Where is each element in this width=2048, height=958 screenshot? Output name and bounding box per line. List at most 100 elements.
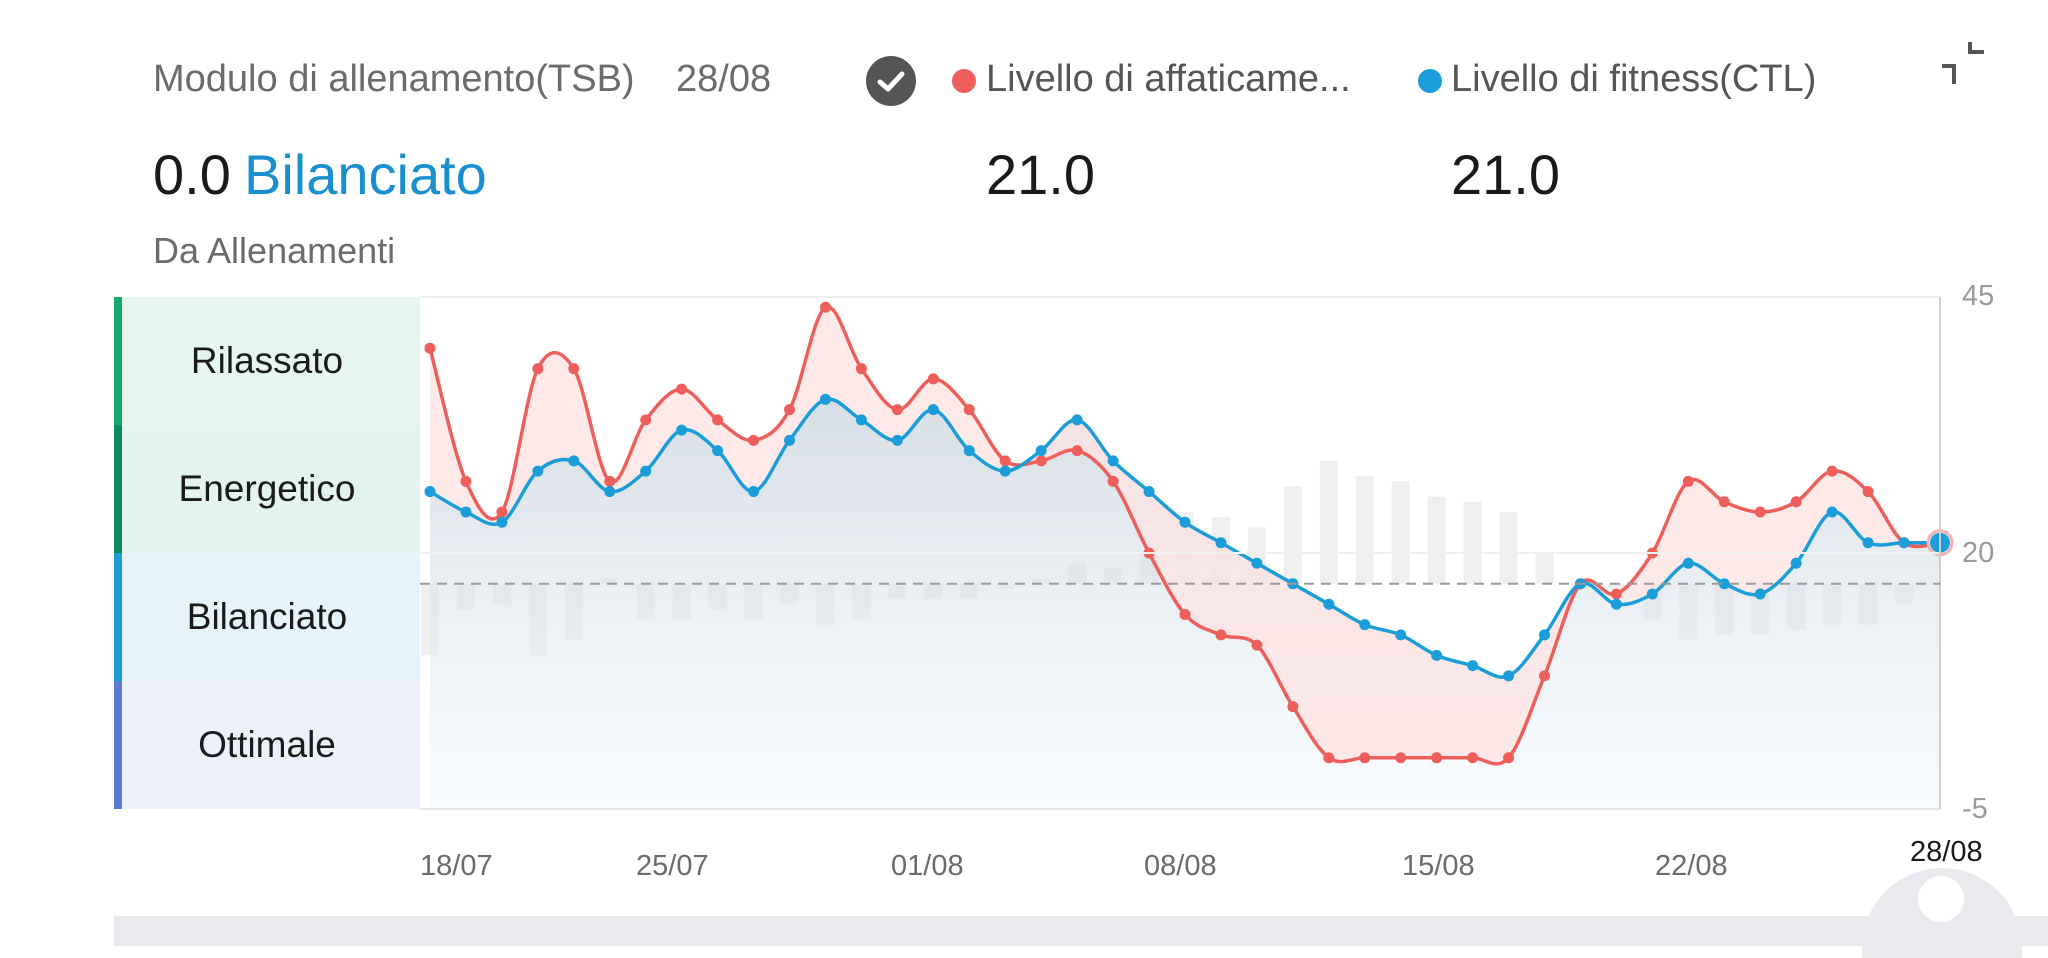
fitness-point (748, 486, 760, 498)
x-tick-label: 01/08 (891, 850, 964, 882)
fitness-point (1395, 629, 1407, 641)
header-date: 28/08 (676, 58, 772, 100)
x-tick-label: 15/08 (1402, 850, 1475, 882)
tsb-bar (1319, 460, 1338, 584)
fatigue-point (676, 383, 688, 395)
fitness-point (1610, 598, 1622, 610)
y-tick-label: 20 (1962, 537, 1995, 569)
fatigue-point (1395, 752, 1407, 764)
fitness-point (604, 486, 616, 498)
fatigue-point (1467, 752, 1479, 764)
fitness-value: 21.0 (1451, 143, 1560, 206)
tsb-bar (1355, 476, 1374, 584)
tsb-bar (1607, 583, 1626, 589)
source-label: Da Allenamenti (153, 230, 396, 271)
zone-bar-rilassato (114, 297, 122, 425)
timeline-handle[interactable] (1918, 876, 1964, 922)
zone-label-ottimale: Ottimale (198, 724, 336, 765)
fitness-point (1646, 588, 1658, 600)
fatigue-point (1503, 752, 1515, 764)
x-tick-label: 22/08 (1655, 850, 1728, 882)
fatigue-point (1718, 496, 1730, 508)
fatigue-legend-label[interactable]: Livello di affaticame... (986, 58, 1351, 100)
fitness-point (532, 465, 544, 477)
timeline-track[interactable] (114, 916, 2048, 946)
fatigue-point (1431, 752, 1443, 764)
fitness-point (1359, 619, 1371, 631)
fitness-point (712, 445, 724, 457)
fitness-point (1754, 588, 1766, 600)
fitness-point (424, 486, 436, 498)
fitness-point (1898, 537, 1910, 549)
fitness-legend-dot (1418, 69, 1442, 93)
fitness-point (1179, 516, 1191, 528)
fatigue-point (1790, 496, 1802, 508)
fitness-point (1323, 598, 1335, 610)
fatigue-point (712, 414, 724, 426)
fitness-point (1107, 455, 1119, 467)
fatigue-point (568, 363, 580, 375)
tsb-bar (1535, 553, 1554, 584)
fitness-point (1467, 660, 1479, 672)
fatigue-point (1287, 701, 1299, 713)
fatigue-value: 21.0 (986, 143, 1095, 206)
fitness-point (855, 414, 867, 426)
fatigue-point (891, 404, 903, 416)
tsb-value: 0.0 (153, 143, 231, 206)
fatigue-point (604, 475, 616, 487)
zone-bg-bilanciato (114, 553, 420, 681)
fatigue-point (1035, 455, 1047, 467)
zone-label-bilanciato: Bilanciato (186, 596, 348, 637)
zone-bar-energetico (114, 425, 122, 553)
fitness-point (460, 506, 472, 518)
fitness-point (1251, 557, 1263, 569)
fatigue-point (640, 414, 652, 426)
tsb-bar (1499, 512, 1518, 584)
zone-bar-bilanciato (114, 553, 122, 681)
fatigue-point (1251, 639, 1263, 651)
fatigue-point (1215, 629, 1227, 641)
zone-label-energetico: Energetico (178, 468, 356, 509)
fitness-point (1035, 445, 1047, 457)
fitness-point (819, 393, 831, 405)
fitness-point (640, 465, 652, 477)
fitness-point (999, 465, 1011, 477)
x-tick-label: 18/07 (420, 850, 493, 882)
fitness-point (496, 516, 508, 528)
zone-label-rilassato: Rilassato (190, 340, 344, 381)
fatigue-point (963, 404, 975, 416)
fatigue-point (784, 404, 796, 416)
fitness-point (1539, 629, 1551, 641)
fitness-point (1431, 649, 1443, 661)
fatigue-point (1107, 475, 1119, 487)
fatigue-point (1610, 588, 1622, 600)
check-circle-icon[interactable] (866, 56, 916, 106)
fitness-point (1215, 537, 1227, 549)
tsb-bar (1283, 486, 1302, 584)
x-tick-label: 28/08 (1910, 836, 1983, 868)
fitness-point (1862, 537, 1874, 549)
fitness-point (963, 445, 975, 457)
fatigue-point (460, 475, 472, 487)
y-tick-label: -5 (1962, 793, 1988, 825)
fatigue-point (1539, 670, 1551, 682)
fatigue-point (999, 455, 1011, 467)
fitness-point (1143, 486, 1155, 498)
fitness-point (1503, 670, 1515, 682)
fatigue-point (1071, 445, 1083, 457)
fitness-point (784, 434, 796, 446)
fitness-legend-label[interactable]: Livello di fitness(CTL) (1451, 58, 1817, 100)
collapse-icon[interactable] (1936, 36, 1992, 92)
fatigue-point (1359, 752, 1371, 764)
x-tick-label: 08/08 (1144, 850, 1217, 882)
tsb-title: Modulo di allenamento(TSB) (153, 58, 635, 100)
fatigue-band (430, 306, 1940, 764)
x-tick-label: 25/07 (636, 850, 709, 882)
fatigue-point (1754, 506, 1766, 518)
fitness-point (1826, 506, 1838, 518)
tsb-status: Bilanciato (244, 143, 487, 206)
zone-bg-energetico (114, 425, 420, 553)
fitness-point (927, 404, 939, 416)
fatigue-point (496, 506, 508, 518)
